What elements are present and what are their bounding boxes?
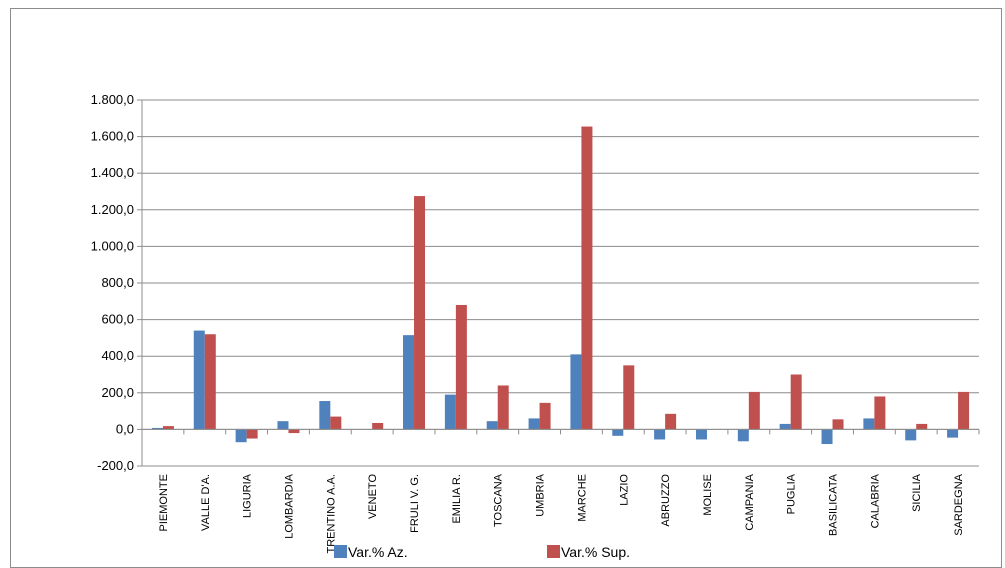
bar-var-az <box>319 401 331 430</box>
y-tick-label: 1.600,0 <box>91 129 134 144</box>
x-tick-label: FRULI V. G. <box>409 474 421 533</box>
x-tick-label: LIGURIA <box>242 473 254 518</box>
bar-var-sup <box>497 385 509 430</box>
bar-var-az <box>151 427 163 430</box>
bar-var-az <box>695 429 707 440</box>
bar-var-az <box>486 421 498 430</box>
bar-var-az <box>570 354 582 430</box>
x-tick-label: TOSCANA <box>493 473 505 527</box>
bar-var-az <box>193 330 205 430</box>
x-tick-label: EMILIA R. <box>451 474 463 524</box>
bar-var-az <box>821 429 833 445</box>
bar-var-sup <box>623 365 635 430</box>
x-tick-label: MARCHE <box>576 474 588 522</box>
bar-var-sup <box>790 374 802 430</box>
bar-var-az <box>528 418 540 430</box>
bar-var-sup <box>581 126 593 430</box>
x-tick-label: LAZIO <box>618 474 630 506</box>
legend-swatch <box>547 545 560 558</box>
bar-var-sup <box>330 416 342 430</box>
bar-var-az <box>403 335 415 430</box>
bars <box>151 126 970 445</box>
x-tick-label: BASILICATA <box>828 473 840 536</box>
x-tick-label: PIEMONTE <box>158 474 170 531</box>
bar-var-sup <box>372 422 384 430</box>
bar-chart: -200,0 0,0 200,0 400,0 600,0 800,0 1.000,0 1.20… <box>91 92 980 560</box>
bar-var-az <box>277 421 289 430</box>
bar-var-az <box>612 429 624 436</box>
axes <box>137 99 980 467</box>
bar-var-az <box>654 429 666 440</box>
x-tick-label: MOLISE <box>702 474 714 516</box>
x-tick-label: SARDEGNA <box>953 473 965 535</box>
bar-var-sup <box>748 391 760 430</box>
y-tick-label: 800,0 <box>101 275 134 290</box>
x-tick-label: CALABRIA <box>869 473 881 528</box>
bar-var-az <box>444 394 456 430</box>
x-tick-label: CAMPANIA <box>744 473 756 530</box>
gridlines <box>142 99 979 467</box>
x-tick-label: VALLE D'A. <box>200 474 212 531</box>
bar-var-sup <box>246 429 258 439</box>
bar-var-az <box>905 429 917 441</box>
x-tick-label: UMBRIA <box>535 473 547 516</box>
y-tick-label: 1.200,0 <box>91 202 134 217</box>
bar-var-sup <box>162 426 174 430</box>
bar-var-az <box>863 418 875 430</box>
legend-label: Var.% Az. <box>348 544 408 560</box>
y-tick-label: 0,0 <box>116 421 134 436</box>
x-tick-label: ABRUZZO <box>660 474 672 527</box>
bar-var-sup <box>539 402 551 430</box>
x-tick-labels: PIEMONTE VALLE D'A. LIGURIA LOMBARDIA TRENTI… <box>158 473 965 553</box>
y-tick-label: 1.800,0 <box>91 92 134 107</box>
y-tick-label: 1.000,0 <box>91 238 134 253</box>
bar-var-sup <box>414 196 426 430</box>
bar-var-sup <box>874 396 886 430</box>
bar-var-az <box>737 429 749 442</box>
y-tick-label: 600,0 <box>101 312 134 327</box>
y-tick-label: 200,0 <box>101 385 134 400</box>
bar-var-sup <box>916 423 928 430</box>
chart-frame: -200,0 0,0 200,0 400,0 600,0 800,0 1.000,0 1.20… <box>10 8 1002 568</box>
y-tick-labels: -200,0 0,0 200,0 400,0 600,0 800,0 1.000,0 1.20… <box>91 92 134 473</box>
legend-swatch <box>334 545 347 558</box>
legend-label: Var.% Sup. <box>561 544 630 560</box>
x-tick-label: TRENTINO A.A. <box>325 474 337 553</box>
bar-var-sup <box>665 413 677 430</box>
x-tick-label: LOMBARDIA <box>283 473 295 538</box>
legend: Var.% Az. Var.% Sup. <box>334 544 630 560</box>
bar-var-az <box>235 429 247 443</box>
y-tick-label: 1.400,0 <box>91 165 134 180</box>
x-tick-label: VENETO <box>367 474 379 519</box>
bar-var-sup <box>455 304 467 430</box>
bar-var-sup <box>832 419 844 430</box>
bar-var-az <box>947 429 959 438</box>
bar-var-az <box>779 423 791 430</box>
x-tick-label: PUGLIA <box>786 473 798 514</box>
y-tick-label: -200,0 <box>97 458 134 473</box>
x-tick-label: SICILIA <box>911 473 923 512</box>
bar-var-sup <box>958 391 970 430</box>
bar-var-sup <box>288 429 300 434</box>
bar-var-sup <box>204 334 216 430</box>
y-tick-label: 400,0 <box>101 348 134 363</box>
